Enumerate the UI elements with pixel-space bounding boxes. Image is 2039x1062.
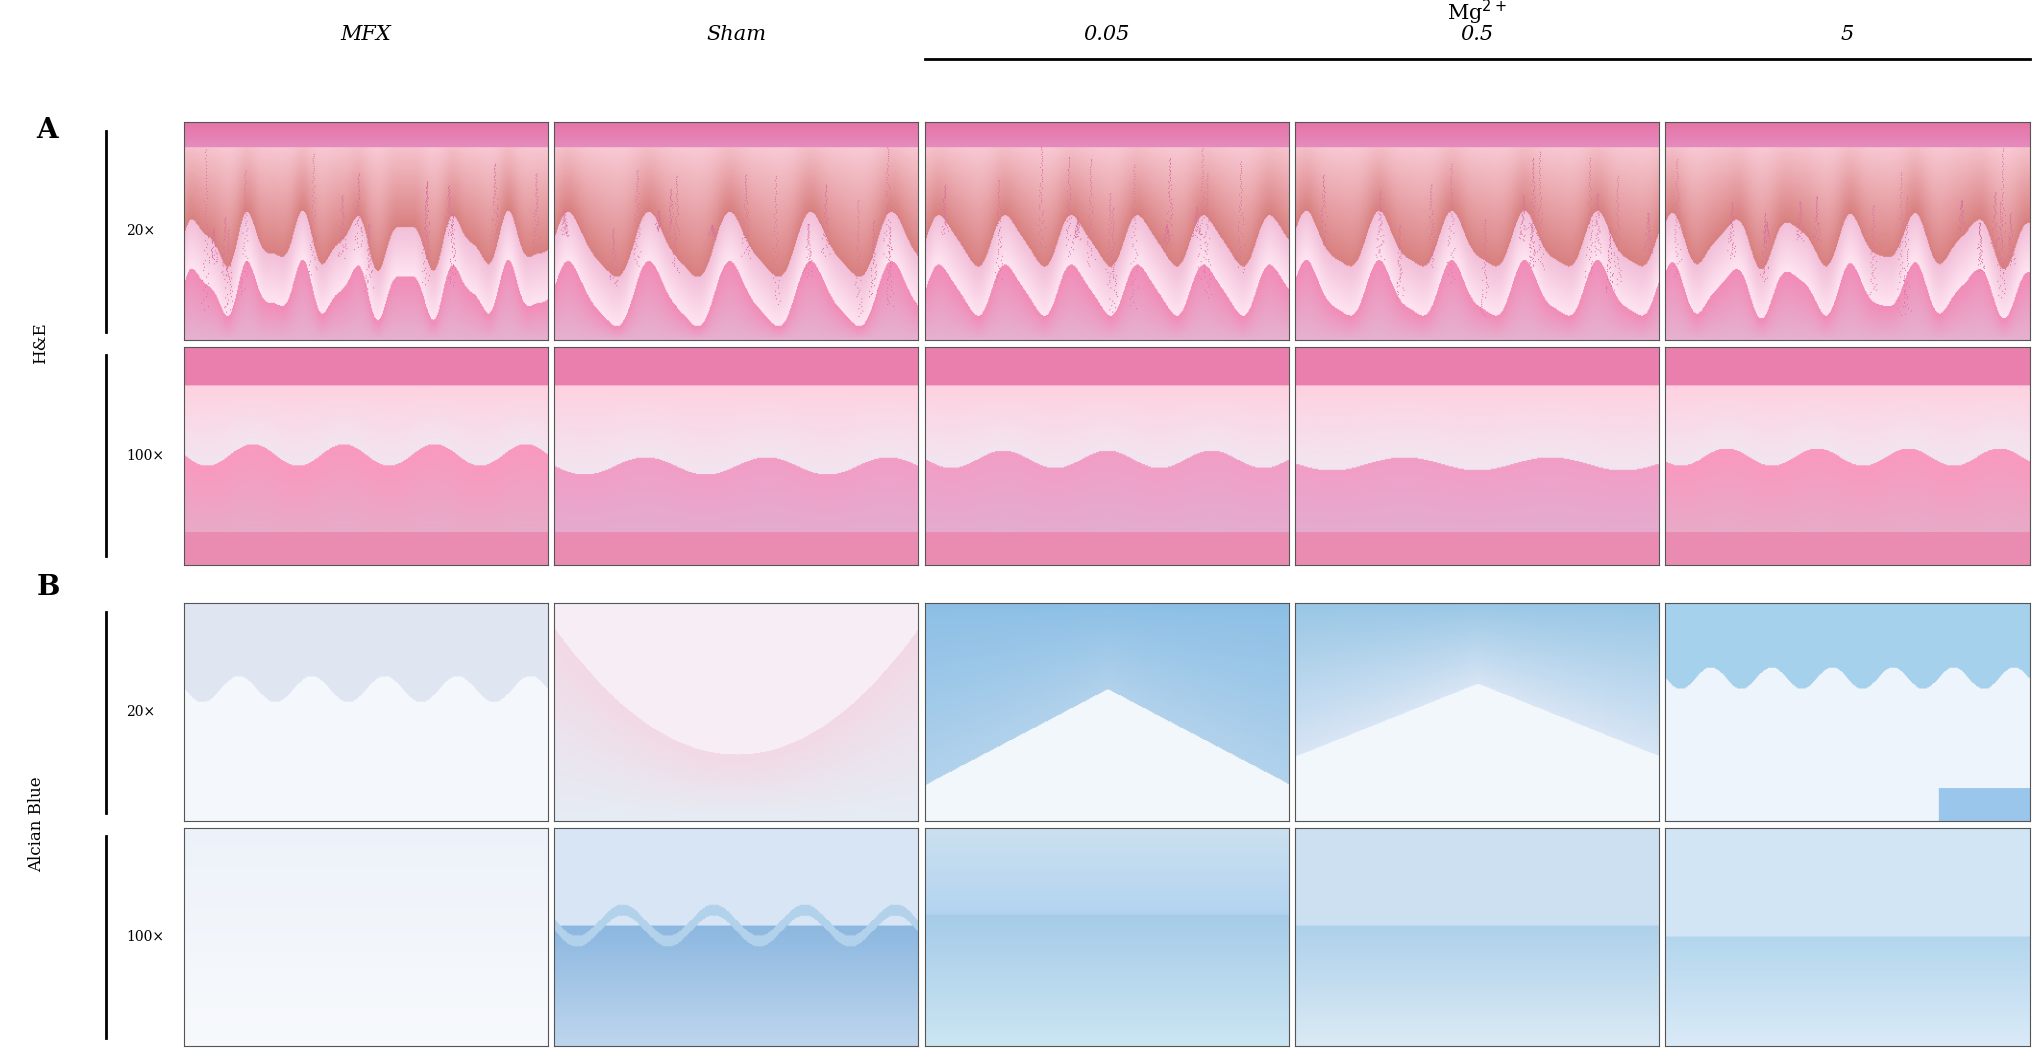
Text: 100×: 100× bbox=[126, 449, 165, 463]
Text: Sham: Sham bbox=[705, 24, 767, 44]
Text: Mg$^{2+}$: Mg$^{2+}$ bbox=[1446, 0, 1507, 27]
Text: A: A bbox=[37, 117, 59, 143]
Text: 20×: 20× bbox=[126, 224, 155, 238]
Text: 0.5: 0.5 bbox=[1460, 24, 1493, 44]
Text: Alcian Blue: Alcian Blue bbox=[29, 776, 45, 873]
Text: 100×: 100× bbox=[126, 930, 165, 944]
Text: H&E: H&E bbox=[33, 323, 49, 364]
Text: MFX: MFX bbox=[341, 24, 391, 44]
Text: 20×: 20× bbox=[126, 705, 155, 719]
Text: 0.05: 0.05 bbox=[1083, 24, 1130, 44]
Text: 5: 5 bbox=[1839, 24, 1853, 44]
Text: B: B bbox=[37, 573, 59, 601]
